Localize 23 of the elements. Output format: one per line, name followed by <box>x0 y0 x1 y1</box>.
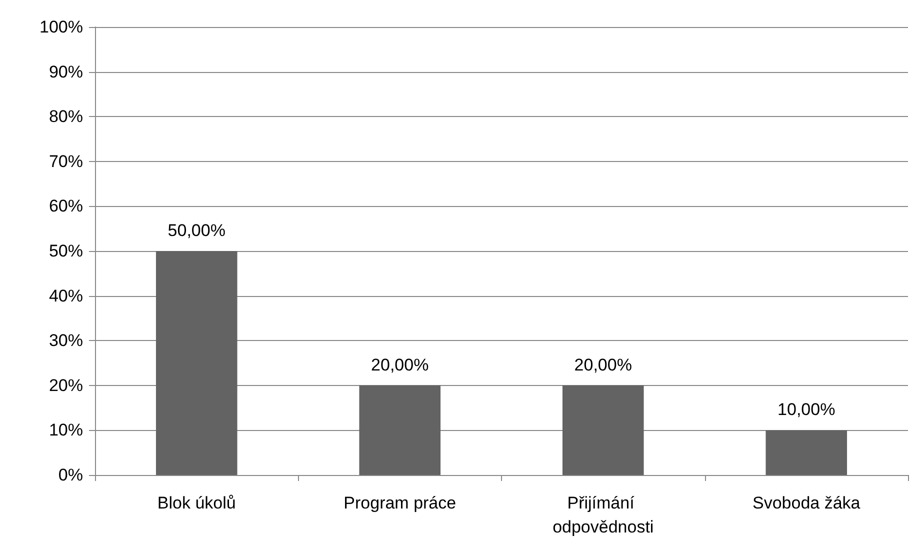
x-tick-label: Blok úkolů <box>157 494 236 512</box>
data-label: 50,00% <box>168 221 226 240</box>
x-tick-label: Svoboda žáka <box>752 494 861 512</box>
data-label: 20,00% <box>574 355 632 374</box>
y-tick-label: 60% <box>48 196 83 216</box>
y-tick-label: 20% <box>48 376 83 395</box>
bar <box>562 385 644 475</box>
data-label: 10,00% <box>778 400 836 420</box>
y-tick-label: 70% <box>48 152 83 171</box>
x-tick-label: Přijímání odpovědnosti <box>552 494 654 536</box>
bar <box>156 251 238 475</box>
bar <box>359 385 441 475</box>
y-tick-label: 90% <box>48 62 83 82</box>
y-tick-label: 0% <box>58 466 83 484</box>
y-tick-label: 40% <box>48 286 83 306</box>
y-tick-label: 50% <box>48 242 83 260</box>
y-tick-label: 100% <box>40 18 83 36</box>
y-tick-label: 80% <box>48 107 83 126</box>
y-tick-label: 30% <box>48 331 83 350</box>
y-tick-label: 10% <box>48 420 83 440</box>
bar <box>766 430 848 475</box>
x-tick-label: Program práce <box>344 494 456 512</box>
data-label: 20,00% <box>371 355 429 374</box>
